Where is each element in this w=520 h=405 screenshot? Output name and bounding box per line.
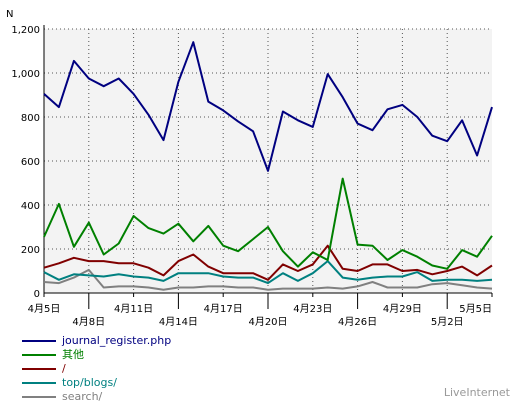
series-line — [43, 177, 493, 270]
legend-swatch — [22, 368, 56, 370]
grid-lines — [44, 28, 492, 293]
legend-swatch — [22, 382, 56, 384]
legend-swatch — [22, 396, 56, 398]
y-tick-label: 800 — [21, 113, 40, 124]
footer-brand: LiveInternet — [443, 386, 510, 399]
legend-label: search/ — [62, 390, 103, 403]
y-tick-label: 1,200 — [11, 25, 40, 36]
legend-item: / — [22, 362, 171, 376]
y-tick-label: 1,000 — [11, 69, 40, 80]
x-tick-label: 4月17日 — [204, 303, 243, 315]
legend-item: search/ — [22, 390, 171, 404]
legend-item: top/blogs/ — [22, 376, 171, 390]
legend: journal_register.php 其他 / top/blogs/search/ — [22, 334, 171, 404]
y-tick-label: 400 — [21, 201, 40, 212]
y-axis-title: N — [6, 9, 13, 20]
x-tick-label: 4月5日 — [28, 303, 61, 315]
series-line — [43, 260, 493, 285]
series-line — [43, 244, 493, 281]
legend-swatch — [22, 354, 56, 356]
series-line — [43, 268, 493, 291]
axes — [43, 25, 493, 309]
legend-item: journal_register.php — [22, 334, 171, 348]
tick-labels: 0 200 400 600 800 1,000 1,200 4月5日 4月8日 4月11日 4月14… — [6, 9, 492, 328]
x-tick-label: 5月2日 — [431, 316, 464, 328]
x-tick-label: 4月26日 — [338, 316, 377, 328]
legend-label: / — [62, 362, 66, 375]
x-tick-label: 4月29日 — [383, 303, 422, 315]
x-tick-label: 4月11日 — [114, 303, 153, 315]
series-line — [43, 41, 493, 172]
legend-label: journal_register.php — [62, 334, 172, 347]
legend-label: top/blogs/ — [62, 376, 117, 389]
legend-item: 其他 — [22, 348, 171, 362]
y-tick-label: 600 — [21, 157, 40, 168]
y-tick-label: 0 — [34, 289, 40, 300]
x-tick-label: 4月23日 — [293, 303, 332, 315]
x-tick-label: 4月20日 — [248, 316, 287, 328]
line-chart: 0 200 400 600 800 1,000 1,200 4月5日 4月8日 4月11日 4月14… — [6, 9, 493, 328]
legend-swatch — [22, 340, 56, 342]
series-lines — [43, 41, 493, 291]
y-tick-label: 200 — [21, 245, 40, 256]
legend-label: 其他 — [62, 348, 84, 361]
x-tick-label: 4月14日 — [159, 316, 198, 328]
x-tick-label: 5月5日 — [459, 303, 492, 315]
x-tick-label: 4月8日 — [72, 316, 105, 328]
